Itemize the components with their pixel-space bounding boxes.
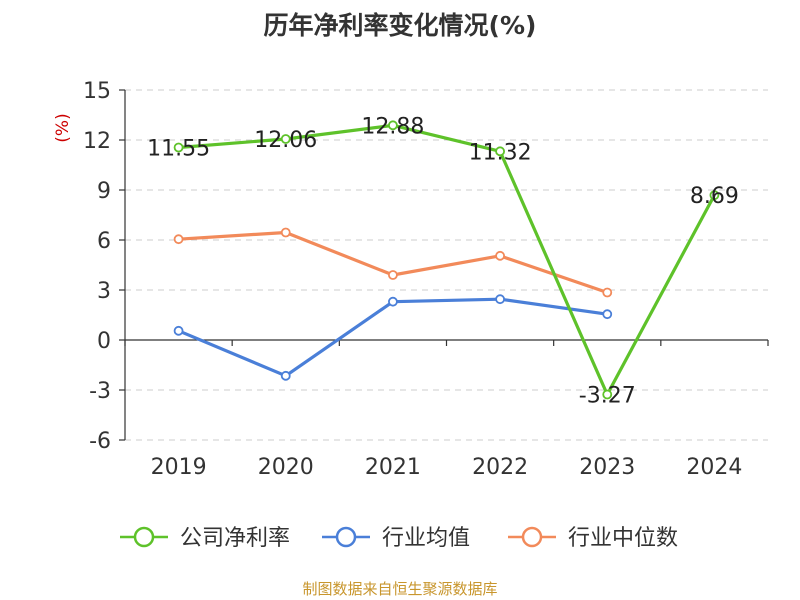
data-label: 8.69 (690, 184, 739, 209)
data-label: 11.55 (147, 137, 210, 162)
y-tick-label: -3 (89, 379, 111, 404)
data-point[interactable] (388, 296, 398, 307)
data-point[interactable] (280, 134, 291, 144)
chart-title: 历年净利率变化情况(%) (264, 11, 537, 40)
x-tick-label: 2022 (472, 455, 528, 480)
series-line (178, 123, 716, 397)
data-point[interactable] (173, 234, 184, 245)
y-tick-label: 3 (97, 279, 111, 304)
data-point[interactable] (602, 389, 613, 400)
data-point[interactable] (388, 120, 398, 131)
data-point[interactable] (173, 142, 184, 153)
series-lines (173, 120, 720, 400)
data-point[interactable] (280, 227, 291, 238)
data-point[interactable] (602, 287, 613, 298)
axes: -6 -3 0 3 6 9 12 15 2019 2020 2021 2022 2023 2024 (83, 79, 769, 480)
data-label: 11.32 (469, 140, 532, 165)
y-tick-label: 0 (97, 329, 111, 354)
x-tick-label: 2020 (258, 455, 314, 480)
legend-marker-icon (521, 526, 543, 548)
legend-label: 公司净利率 (180, 526, 290, 551)
y-tick-label: -6 (89, 429, 111, 454)
legend-label: 行业中位数 (568, 526, 678, 551)
legend-marker-icon (133, 526, 155, 548)
x-tick-label: 2019 (151, 455, 207, 480)
legend-label: 行业均值 (382, 526, 470, 551)
y-tick-label: 12 (83, 129, 111, 154)
data-label: -3.27 (579, 384, 636, 409)
data-label: 12.88 (361, 114, 424, 139)
x-tick-label: 2023 (579, 455, 635, 480)
legend[interactable]: 公司净利率 行业均值 行业中位数 (120, 526, 678, 551)
data-point[interactable] (495, 250, 505, 261)
data-point[interactable] (280, 370, 291, 381)
data-labels: 11.55 12.06 12.88 11.32 -3.27 8.69 (147, 114, 739, 408)
source-note: 制图数据来自恒生聚源数据库 (302, 580, 497, 598)
series-line (178, 230, 608, 295)
data-point[interactable] (709, 190, 720, 201)
x-tick-label: 2021 (365, 455, 421, 480)
y-axis-unit: (%) (53, 113, 73, 142)
data-point[interactable] (495, 146, 505, 157)
legend-item[interactable]: 行业均值 (322, 526, 470, 551)
y-tick-label: 15 (83, 79, 111, 104)
data-point[interactable] (602, 309, 613, 320)
legend-item[interactable]: 公司净利率 (120, 526, 290, 551)
data-label: 12.06 (254, 128, 317, 153)
data-point[interactable] (495, 294, 505, 305)
legend-marker-icon (335, 526, 357, 548)
series-line (177, 297, 608, 378)
legend-item[interactable]: 行业中位数 (508, 526, 678, 551)
y-tick-label: 9 (97, 179, 111, 204)
data-point[interactable] (388, 270, 398, 280)
x-tick-label: 2024 (686, 455, 742, 480)
grid-lines (125, 89, 768, 441)
data-point[interactable] (173, 325, 184, 336)
y-tick-label: 6 (97, 229, 111, 254)
